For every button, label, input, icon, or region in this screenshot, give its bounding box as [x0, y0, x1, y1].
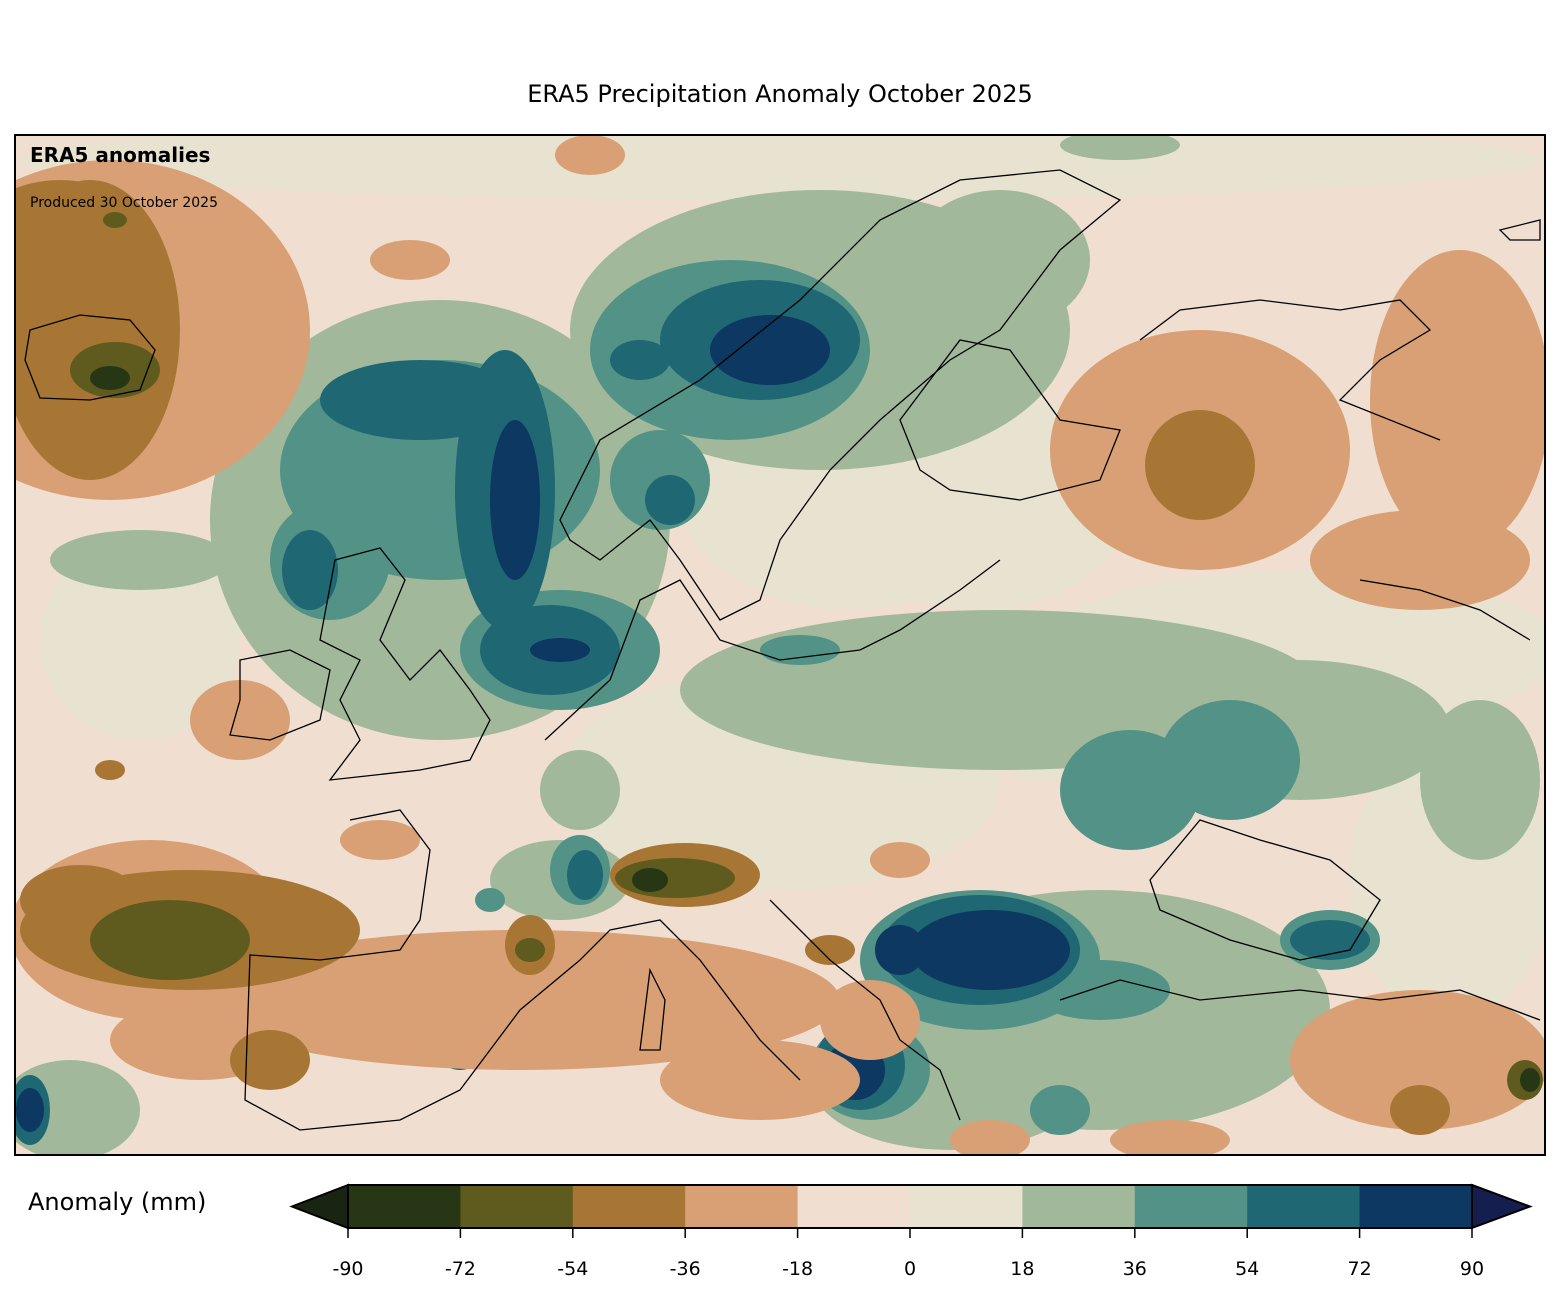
anomaly-region — [1030, 1085, 1090, 1135]
coastline — [1059, 979, 1541, 1021]
anomaly-region — [15, 1060, 140, 1155]
colorbar — [289, 1183, 1533, 1238]
coastline — [1149, 819, 1381, 961]
anomaly-region — [540, 750, 620, 830]
anomaly-region — [1290, 990, 1545, 1130]
anomaly-region — [40, 540, 240, 740]
coastline — [1498, 219, 1541, 241]
colorbar-tick-label: 54 — [1235, 1258, 1260, 1280]
coastline — [319, 547, 491, 781]
anomaly-region — [90, 366, 130, 390]
anomaly-region — [660, 1040, 860, 1120]
annotation-heading: ERA5 anomalies — [30, 143, 211, 167]
anomaly-region — [230, 1030, 310, 1090]
anomaly-region — [320, 360, 520, 440]
anomaly-region — [1160, 700, 1300, 820]
anomaly-region — [50, 530, 230, 590]
colorbar-tick-label: -36 — [669, 1258, 701, 1280]
anomaly-region — [710, 315, 830, 385]
anomaly-region — [1370, 250, 1545, 550]
anomaly-region — [555, 135, 625, 175]
colorbar-extend-high — [1471, 1183, 1533, 1230]
anomaly-region — [1310, 510, 1530, 610]
colorbar-segment — [910, 1185, 1023, 1228]
colorbar-segment — [685, 1185, 799, 1228]
colorbar-tick-label: 72 — [1347, 1258, 1372, 1280]
anomaly-region — [950, 1120, 1030, 1155]
anomaly-region — [610, 340, 670, 380]
anomaly-region — [370, 240, 450, 280]
anomaly-region — [282, 530, 338, 610]
anomaly-region — [1520, 1068, 1540, 1092]
colorbar-segment — [460, 1185, 574, 1228]
anomaly-region — [910, 190, 1090, 330]
anomaly-region — [515, 938, 545, 962]
coastline — [1359, 579, 1531, 641]
anomaly-region — [632, 868, 668, 892]
colorbar-tick-label: -90 — [332, 1258, 364, 1280]
chart-title: ERA5 Precipitation Anomaly October 2025 — [527, 80, 1033, 108]
anomaly-region — [645, 475, 695, 525]
anomaly-region — [910, 910, 1070, 990]
anomaly-region — [340, 820, 420, 860]
anomaly-map — [14, 134, 1546, 1156]
anomaly-region — [875, 925, 925, 975]
anomaly-region — [820, 980, 920, 1060]
anomaly-region — [530, 638, 590, 662]
anomaly-region — [90, 900, 250, 980]
colorbar-segment — [797, 1185, 911, 1228]
colorbar-tick-label: 36 — [1122, 1258, 1147, 1280]
colorbar-tick-label: -54 — [557, 1258, 589, 1280]
anomaly-region — [475, 888, 505, 912]
colorbar-tick-label: -72 — [444, 1258, 476, 1280]
colorbar-tick-label: 90 — [1459, 1258, 1485, 1280]
coastline — [229, 649, 331, 741]
anomaly-region — [1390, 1085, 1450, 1135]
coastlines — [24, 169, 1541, 1131]
coastline — [244, 809, 801, 1131]
anomaly-region — [1060, 135, 1180, 160]
colorbar-segment — [1247, 1185, 1361, 1228]
colorbar-extend-low — [289, 1183, 349, 1230]
anomaly-region — [760, 635, 840, 665]
map-frame — [14, 134, 1546, 1156]
coastline — [899, 339, 1121, 501]
coastline — [639, 967, 666, 1051]
anomaly-region — [870, 842, 930, 878]
colorbar-segment — [1134, 1185, 1248, 1228]
colorbar-segment — [1359, 1185, 1473, 1228]
anomaly-contours — [15, 135, 1545, 1155]
colorbar-segment — [1022, 1185, 1136, 1228]
annotation-produced-date: Produced 30 October 2025 — [30, 195, 218, 211]
anomaly-region — [103, 212, 127, 228]
anomaly-region — [95, 760, 125, 780]
anomaly-region — [805, 935, 855, 965]
anomaly-region — [200, 930, 840, 1070]
colorbar-label: Anomaly (mm) — [28, 1188, 207, 1216]
coastline — [559, 169, 1122, 621]
colorbar-tick-label: 0 — [903, 1258, 917, 1280]
anomaly-region — [1110, 1120, 1230, 1155]
coastline — [24, 314, 156, 401]
anomaly-region — [567, 850, 603, 900]
anomaly-region — [15, 180, 140, 280]
colorbar-tick-label: -18 — [782, 1258, 814, 1280]
coastline — [769, 899, 961, 1121]
anomaly-region — [1145, 410, 1255, 520]
colorbar-segment — [348, 1185, 461, 1228]
anomaly-region — [1420, 700, 1540, 860]
anomaly-region — [16, 1088, 44, 1132]
coastline — [544, 559, 1001, 741]
colorbar-segment — [572, 1185, 686, 1228]
anomaly-region — [490, 420, 540, 580]
coastline — [1139, 299, 1441, 441]
colorbar-tick-label: 18 — [1010, 1258, 1035, 1280]
